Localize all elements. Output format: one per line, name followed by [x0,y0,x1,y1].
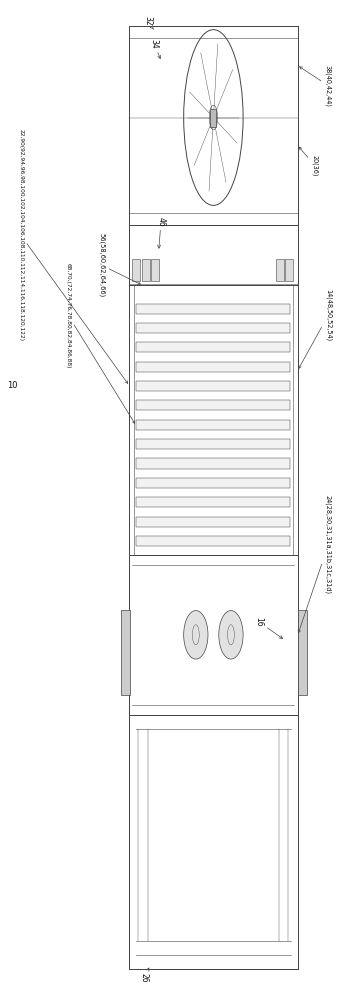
Bar [129,26,298,969]
Bar [151,259,159,281]
Bar [136,478,291,488]
Bar [136,323,291,333]
Bar [132,259,140,281]
Bar [136,304,291,314]
Bar [121,610,130,695]
Bar [136,458,291,469]
Text: 56(58,60,62,64,66): 56(58,60,62,64,66) [99,233,141,297]
Bar [129,715,298,969]
Text: 16: 16 [255,617,282,639]
Bar [136,400,291,410]
Bar [129,26,298,225]
Text: 10: 10 [7,381,18,390]
Bar [136,517,291,527]
Bar [298,610,307,695]
Text: 68,70,(72,74,76,78,80,82,84,86,88): 68,70,(72,74,76,78,80,82,84,86,88) [66,263,135,423]
Text: 26: 26 [140,968,149,982]
Text: 38(40,42,44): 38(40,42,44) [300,65,332,107]
Bar [142,259,150,281]
Text: 46: 46 [157,217,165,248]
Text: 24(28,30,31,31a,31b,31c,31d): 24(28,30,31,31a,31b,31c,31d) [298,495,332,633]
Text: 34: 34 [150,39,161,59]
Ellipse shape [219,611,243,659]
Bar [136,362,291,372]
Bar [136,497,291,507]
Bar [129,285,298,555]
Text: 14(48,50,52,54): 14(48,50,52,54) [299,289,332,368]
Text: 20(36): 20(36) [299,147,318,176]
Text: 32: 32 [143,16,154,29]
Bar [136,536,291,546]
Bar [276,259,284,281]
Bar [129,225,298,285]
Text: 22,90(92,94,96,98,100,102,104,106,108,110,112,114,116,118,120,122): 22,90(92,94,96,98,100,102,104,106,108,11… [18,129,128,383]
Ellipse shape [184,611,208,659]
Bar [136,420,291,430]
Bar [129,555,298,715]
Bar [136,439,291,449]
Bar [136,342,291,352]
Bar [136,381,291,391]
Bar [211,109,216,127]
Bar [285,259,293,281]
